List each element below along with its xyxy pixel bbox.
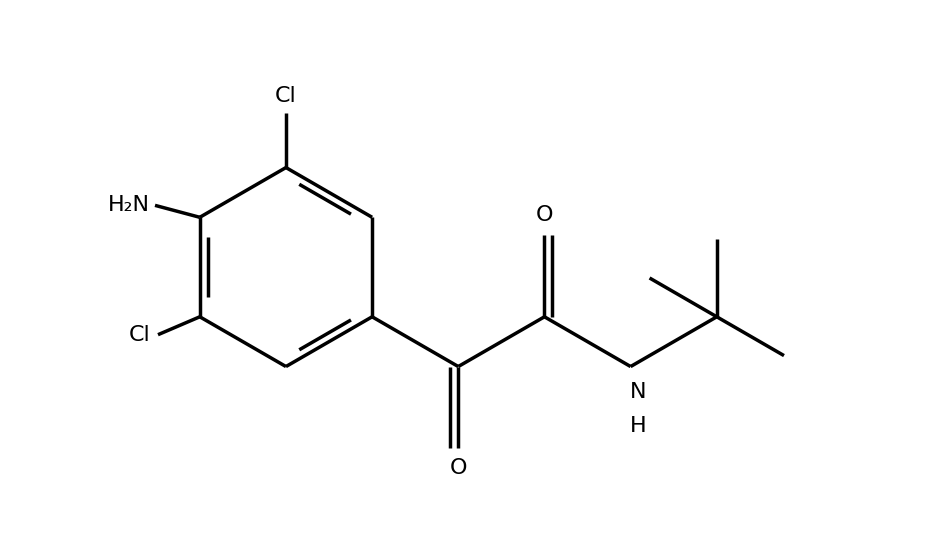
Text: O: O [449, 458, 467, 478]
Text: Cl: Cl [129, 325, 150, 344]
Text: Cl: Cl [275, 86, 297, 106]
Text: O: O [535, 205, 553, 225]
Text: H₂N: H₂N [108, 195, 150, 215]
Text: N: N [630, 383, 647, 402]
Text: H: H [630, 416, 647, 436]
